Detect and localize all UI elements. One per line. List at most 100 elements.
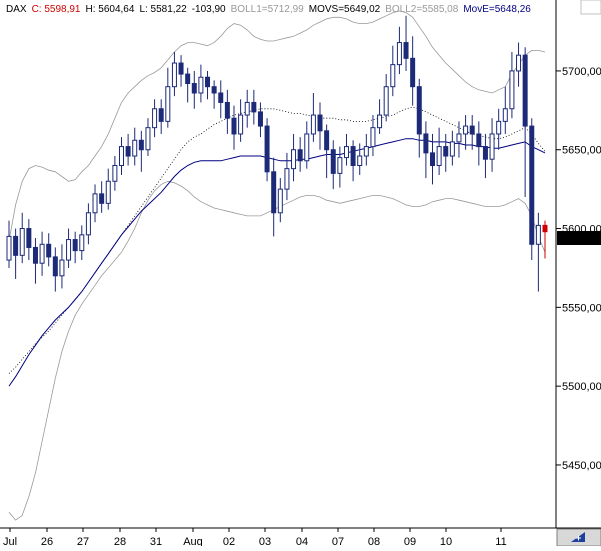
candle <box>112 156 118 191</box>
candle <box>509 52 515 119</box>
candle <box>377 99 383 134</box>
candle-body <box>436 146 442 166</box>
price-axis: 5700,005650,005600,005550,005500,005450,… <box>556 66 601 472</box>
candle <box>79 225 85 261</box>
candle <box>390 45 396 97</box>
candle-body <box>178 62 184 75</box>
candle-body <box>350 146 356 166</box>
candle <box>264 118 270 182</box>
candle <box>6 220 12 268</box>
x-tick-label: 09 <box>404 536 416 546</box>
candle-body <box>224 101 230 119</box>
candle-body <box>271 171 277 214</box>
candle-body <box>79 234 85 252</box>
candle <box>463 115 469 150</box>
candle <box>19 212 25 264</box>
candle <box>423 121 429 179</box>
candle-body <box>297 149 303 162</box>
candle-body <box>19 228 25 256</box>
candle-body <box>99 193 105 204</box>
candle-body <box>343 146 349 159</box>
plus-icon[interactable] <box>576 535 581 541</box>
candle <box>132 127 138 166</box>
candle <box>158 99 164 134</box>
candle <box>436 127 442 175</box>
y-tick-label: 5700,00 <box>562 66 601 78</box>
candle <box>489 118 495 172</box>
x-tick-label: 03 <box>259 536 271 546</box>
candle-body <box>304 133 310 162</box>
candle <box>337 146 343 188</box>
header-item: C: 5598,91 <box>32 4 81 15</box>
candle-body <box>32 246 38 264</box>
candle-body <box>317 114 323 132</box>
candle <box>456 121 462 158</box>
candle <box>66 228 72 268</box>
x-tick-label: 27 <box>77 536 89 546</box>
candle-body <box>118 146 124 166</box>
candle-body <box>264 125 270 173</box>
chart-header: DAX C: 5598,91 H: 5604,64 L: 5581,22 -103,90… <box>6 4 531 15</box>
candle-body <box>449 141 455 157</box>
candle-body <box>357 155 363 166</box>
candle <box>416 78 422 158</box>
candle <box>291 133 297 182</box>
candle-body <box>377 114 383 129</box>
candle <box>363 133 369 166</box>
header-item: BOLL1=5712,99 <box>231 4 305 15</box>
candle <box>13 228 19 279</box>
candle-body <box>535 224 541 245</box>
candle <box>52 247 58 292</box>
candle-body <box>52 256 58 277</box>
candle-body <box>496 120 502 135</box>
candle <box>542 220 548 259</box>
candle-body <box>489 133 495 160</box>
candle <box>324 124 330 179</box>
candle-body <box>423 133 429 154</box>
candle <box>403 15 409 71</box>
candles <box>6 15 548 292</box>
candle-body <box>231 117 237 135</box>
candle <box>59 244 65 289</box>
candle-body <box>277 188 283 214</box>
y-tick-label: 5450,00 <box>562 460 601 472</box>
candle <box>46 233 52 267</box>
candle <box>205 70 211 100</box>
candle <box>370 115 376 157</box>
candle <box>482 133 488 179</box>
candle-body <box>211 86 217 94</box>
candle-body <box>13 235 19 256</box>
candle <box>317 102 323 150</box>
candle <box>496 108 502 150</box>
series-move-line <box>8 138 546 387</box>
candle-body <box>59 259 65 277</box>
candle <box>118 137 124 175</box>
candle-body <box>310 114 316 135</box>
candle-body <box>482 146 488 160</box>
corner-box <box>580 0 601 15</box>
candle <box>152 99 158 138</box>
x-tick-label: 08 <box>368 536 380 546</box>
candle-body <box>257 111 263 127</box>
candle-body <box>430 152 436 166</box>
candle-body <box>390 64 396 88</box>
header-item: MOVS=5649,02 <box>309 4 381 15</box>
candle <box>535 212 541 292</box>
candle <box>218 80 224 119</box>
candle <box>502 86 508 134</box>
candle-body <box>238 114 244 135</box>
candle <box>138 130 144 172</box>
x-tick-label: 07 <box>332 536 344 546</box>
candle-body <box>337 157 343 174</box>
scroll-corner-button[interactable] <box>556 528 601 547</box>
candle-body <box>370 127 376 148</box>
candle-body <box>165 86 171 122</box>
candle-body <box>396 42 402 66</box>
candle-body <box>125 146 131 157</box>
candle <box>257 102 263 138</box>
last-price-box <box>557 231 601 245</box>
candle <box>92 184 98 223</box>
y-tick-label: 5650,00 <box>562 145 601 157</box>
